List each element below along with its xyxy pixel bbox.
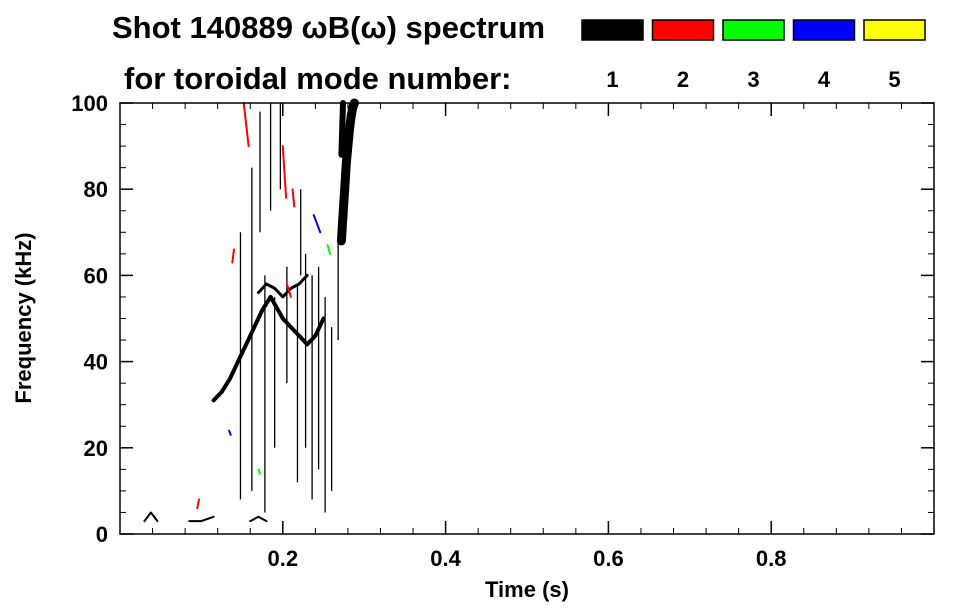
y-tick-label: 60 xyxy=(84,263,108,288)
legend-swatch-mode-2 xyxy=(651,19,715,41)
mode-1-trace-4 xyxy=(143,511,159,523)
legend-swatch-mode-3 xyxy=(722,19,785,41)
y-tick-label: 20 xyxy=(84,436,108,461)
plot-frame xyxy=(119,102,935,535)
legend-label-mode-3: 3 xyxy=(747,67,759,92)
chart-title: Shot 140889 ωB(ω) spectrum xyxy=(112,10,545,45)
legend-label-mode-1: 1 xyxy=(606,67,618,92)
mode-1-trace-3 xyxy=(338,100,346,158)
mode-legend: 1 2 3 4 5 xyxy=(581,19,926,92)
axes: 0.2 0.4 0.6 0.8 0 20 40 60 80 100 xyxy=(71,91,934,571)
mode-1-trace-2 xyxy=(336,98,359,246)
legend-swatch-mode-5 xyxy=(863,19,926,41)
legend-caption: for toroidal mode number: xyxy=(124,61,512,96)
mode-2-trace-10 xyxy=(231,248,235,264)
x-tick-label: 0.2 xyxy=(268,546,299,571)
mode-3-trace-14 xyxy=(257,468,261,475)
mode-1-trace-5 xyxy=(188,515,215,523)
mode-1-trace-0 xyxy=(211,294,326,403)
spectrogram-data xyxy=(143,98,359,523)
x-tick-label: 0.4 xyxy=(430,546,461,571)
y-tick-label: 80 xyxy=(84,177,108,202)
mode-2-trace-7 xyxy=(242,102,250,148)
legend-swatch-mode-4 xyxy=(792,19,856,41)
x-tick-label: 0.6 xyxy=(593,546,624,571)
mode-2-trace-9 xyxy=(291,188,296,208)
mode-1-trace-6 xyxy=(249,515,268,523)
legend-swatch-mode-1 xyxy=(581,19,644,41)
mode-2-trace-11 xyxy=(285,283,292,298)
mode-2-trace-8 xyxy=(281,145,288,199)
mode-1-trace-1 xyxy=(256,273,309,299)
mode-4-trace-15 xyxy=(312,214,322,234)
x-tick-label: 0.8 xyxy=(756,546,787,571)
y-axis-title: Frequency (kHz) xyxy=(11,232,36,403)
y-tick-label: 0 xyxy=(96,522,108,547)
y-tick-label: 100 xyxy=(71,91,108,116)
legend-label-mode-5: 5 xyxy=(888,67,900,92)
mode-2-trace-12 xyxy=(196,498,200,510)
y-tick-label: 40 xyxy=(84,350,108,375)
legend-label-mode-2: 2 xyxy=(677,67,689,92)
x-axis-title: Time (s) xyxy=(485,577,569,602)
mode-4-trace-16 xyxy=(228,429,232,436)
mode-3-trace-13 xyxy=(326,244,331,255)
legend-label-mode-4: 4 xyxy=(818,67,831,92)
